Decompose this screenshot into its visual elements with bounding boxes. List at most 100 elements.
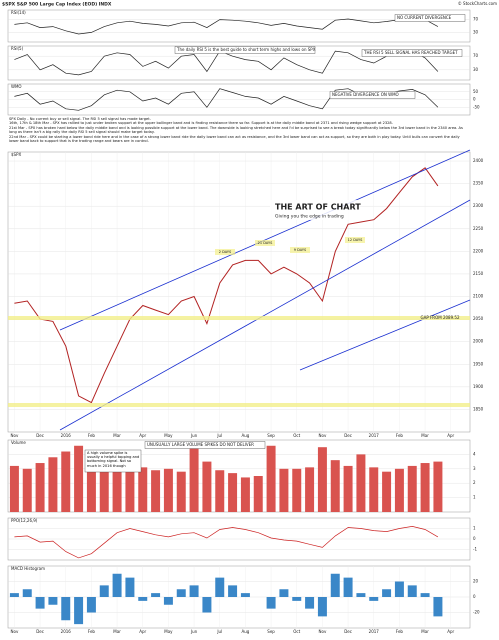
legend-entry: WMO [11,84,22,89]
gap-band [8,403,470,407]
x-tick-label: May [164,433,173,438]
bar [433,597,443,617]
channel-line [59,199,471,431]
x-tick-label: Mar [113,433,121,438]
y-tick-label: 2250 [473,226,484,231]
y-tick-label: 2400 [473,158,484,163]
bar [279,468,289,512]
x-tick-label: Nov [11,433,19,438]
x-tick-label: Feb [88,629,96,634]
x-tick-label: Feb [396,629,404,634]
x-tick-label: Dec [36,433,44,438]
x-tick-label: Oct [293,433,300,438]
note-text: The daily RSI 5 is the best guide to sho… [176,47,316,52]
legend-entry: RSI(5) [11,46,24,51]
bar [253,476,263,512]
y-tick-label: 70 [473,53,479,58]
bar [317,447,327,512]
x-tick-label: Jul [216,629,222,634]
days-label: 21 DAYS [258,241,273,245]
x-tick-label: Nov [319,629,327,634]
y-tick-label: 2 [473,480,476,485]
bar [48,457,58,512]
x-tick-label: Jun [190,629,198,634]
logo-tagline: Giving you the edge in trading [275,214,344,220]
days-label: 9 DAYS [294,248,307,252]
y-tick-label: 2200 [473,248,484,253]
bar [74,597,84,625]
bar [228,585,238,597]
note-box [174,46,316,54]
y-tick-label: 0 [473,97,476,102]
bar [394,581,404,597]
bar [202,461,212,512]
y-tick-label: 30 [473,29,479,34]
bar [240,477,250,512]
bar [22,589,32,597]
bar [48,597,58,605]
x-tick-label: May [164,629,173,634]
x-tick-label: Sep [267,629,275,634]
y-tick-label: 50 [473,89,479,94]
bar [228,473,238,512]
y-tick-label: 30 [473,67,479,72]
x-tick-label: Nov [11,629,19,634]
x-tick-label: Oct [293,629,300,634]
x-tick-label: Apr [139,433,146,438]
y-tick-label: 0 [473,594,476,599]
y-tick-label: 2050 [473,316,484,321]
note-text: A high volume spike is usually a helpful… [87,451,140,468]
x-tick-label: Mar [421,629,429,634]
y-tick-label: 4 [473,451,476,456]
bar [151,470,161,512]
x-tick-label: Feb [396,433,404,438]
bar [292,597,302,601]
bar [9,593,19,597]
gap-band [8,316,470,320]
bar [35,463,45,512]
legend-entry: $SPX [11,152,21,157]
days-label: 2 DAYS [219,250,232,254]
x-tick-label: 2017 [369,629,380,634]
y-tick-label: 1950 [473,361,484,366]
x-tick-label: Feb [88,433,96,438]
bar [420,593,430,597]
bar [382,589,392,597]
x-tick-label: Sep [267,433,275,438]
series-line [14,526,439,559]
bar [189,448,199,512]
y-tick-label: -20 [473,610,480,615]
x-tick-label: Dec [344,629,352,634]
x-tick-label: Apr [139,629,146,634]
series-line [14,167,439,404]
note-box [329,91,416,99]
legend-entry: MACD Histogram [11,566,45,571]
x-tick-label: Nov [319,433,327,438]
bar [420,463,430,512]
y-tick-label: 2100 [473,294,484,299]
bar [112,573,122,597]
bar [433,461,443,512]
bar [61,597,71,621]
bar [266,445,276,512]
bar [330,460,340,512]
x-tick-label: Mar [421,433,429,438]
bar [125,468,135,512]
panel [7,9,471,43]
y-tick-label: 2350 [473,181,484,186]
commentary: SPX Daily - No current buy or sell signa… [9,117,467,144]
bar [61,451,71,512]
note-box [394,14,466,22]
note-text: THE RSI 5 SELL SIGNAL HAS REACHED TARGET [363,50,458,55]
y-tick-label: -50 [473,104,480,109]
bar [112,464,122,512]
days-label: 12 DAYS [348,238,363,242]
y-tick-label: 0 [473,536,476,541]
bar [292,468,302,512]
legend-entry: Volume [11,440,26,445]
bar [138,467,148,512]
bar [86,460,96,512]
note-text: NO CURRENT DIVERGENCE [397,15,452,20]
x-tick-label: 2017 [369,433,380,438]
